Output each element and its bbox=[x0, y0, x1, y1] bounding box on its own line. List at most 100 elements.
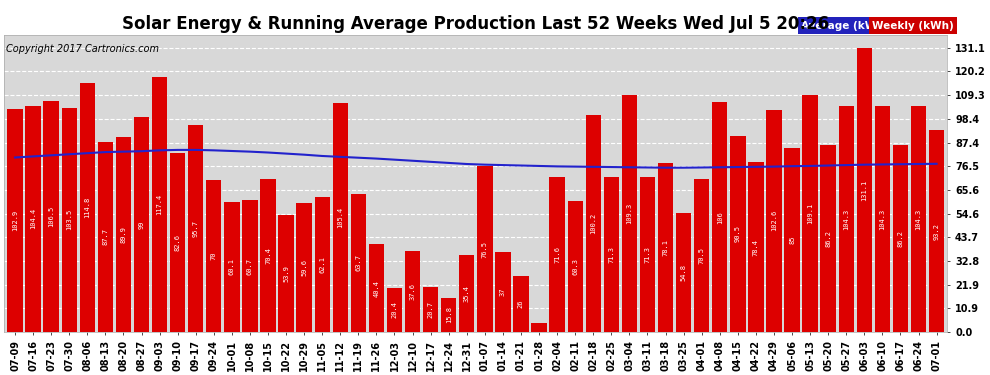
Bar bbox=[260, 179, 275, 332]
Text: 104.4: 104.4 bbox=[30, 208, 36, 230]
Bar bbox=[513, 276, 529, 332]
Text: Average (kWh): Average (kWh) bbox=[801, 21, 889, 30]
Bar bbox=[224, 202, 240, 332]
Text: Copyright 2017 Cartronics.com: Copyright 2017 Cartronics.com bbox=[6, 44, 159, 54]
Text: 109.1: 109.1 bbox=[807, 203, 813, 224]
Bar bbox=[549, 177, 565, 332]
Bar bbox=[784, 148, 800, 332]
Bar bbox=[495, 252, 511, 332]
Text: 76.5: 76.5 bbox=[482, 241, 488, 258]
Bar bbox=[459, 255, 474, 332]
Bar bbox=[731, 136, 745, 332]
Bar bbox=[604, 177, 619, 332]
Bar bbox=[441, 298, 456, 332]
Text: 106: 106 bbox=[717, 211, 723, 224]
Bar bbox=[856, 48, 872, 332]
Bar bbox=[911, 106, 927, 332]
Bar bbox=[893, 145, 908, 332]
Bar bbox=[350, 194, 366, 332]
Bar bbox=[640, 177, 655, 332]
Text: 63.7: 63.7 bbox=[355, 255, 361, 272]
Text: 104.3: 104.3 bbox=[916, 209, 922, 230]
Text: 20.4: 20.4 bbox=[391, 302, 398, 318]
Text: Weekly (kWh): Weekly (kWh) bbox=[872, 21, 953, 30]
Text: 71.6: 71.6 bbox=[554, 246, 560, 263]
Text: 60.1: 60.1 bbox=[229, 258, 235, 275]
Bar bbox=[839, 106, 854, 332]
Bar bbox=[423, 287, 439, 332]
Text: 70.4: 70.4 bbox=[265, 247, 271, 264]
Bar bbox=[206, 180, 222, 332]
Bar bbox=[477, 166, 492, 332]
Bar bbox=[567, 201, 583, 332]
Bar bbox=[151, 78, 167, 332]
Bar bbox=[676, 213, 691, 332]
Text: 103.5: 103.5 bbox=[66, 209, 72, 231]
Text: 70: 70 bbox=[211, 252, 217, 260]
Text: 86.2: 86.2 bbox=[826, 230, 832, 247]
Bar bbox=[875, 106, 890, 332]
Text: 71.3: 71.3 bbox=[644, 246, 650, 263]
Text: 102.9: 102.9 bbox=[12, 210, 18, 231]
Text: 37: 37 bbox=[500, 288, 506, 296]
Text: 15.8: 15.8 bbox=[446, 306, 451, 324]
Bar bbox=[712, 102, 728, 332]
Bar bbox=[821, 145, 836, 332]
Bar bbox=[170, 153, 185, 332]
Bar bbox=[98, 142, 113, 332]
Bar bbox=[405, 251, 420, 332]
Text: 104.3: 104.3 bbox=[843, 209, 849, 230]
Text: 85: 85 bbox=[789, 236, 795, 244]
Text: 78.1: 78.1 bbox=[662, 239, 668, 256]
Bar bbox=[803, 96, 818, 332]
Bar bbox=[368, 244, 384, 332]
Text: 37.6: 37.6 bbox=[410, 283, 416, 300]
Bar bbox=[134, 117, 149, 332]
Text: 70.5: 70.5 bbox=[699, 247, 705, 264]
Text: 62.1: 62.1 bbox=[319, 256, 325, 273]
Text: 131.1: 131.1 bbox=[861, 179, 867, 201]
Text: 78.4: 78.4 bbox=[753, 238, 759, 255]
Text: 59.6: 59.6 bbox=[301, 259, 307, 276]
Bar bbox=[44, 101, 58, 332]
Bar bbox=[622, 95, 638, 332]
Bar bbox=[387, 288, 402, 332]
Text: 106.5: 106.5 bbox=[49, 206, 54, 227]
Text: 40.4: 40.4 bbox=[373, 280, 379, 297]
Text: 53.9: 53.9 bbox=[283, 265, 289, 282]
Bar bbox=[694, 179, 710, 332]
Text: 93.2: 93.2 bbox=[934, 222, 940, 240]
Bar bbox=[658, 163, 673, 332]
Bar bbox=[7, 109, 23, 332]
Text: 71.3: 71.3 bbox=[608, 246, 615, 263]
Bar bbox=[748, 162, 763, 332]
Text: 82.6: 82.6 bbox=[174, 234, 180, 251]
Text: 89.9: 89.9 bbox=[121, 226, 127, 243]
Text: 105.4: 105.4 bbox=[338, 207, 344, 228]
Text: 104.3: 104.3 bbox=[879, 209, 885, 230]
Bar bbox=[61, 108, 77, 332]
Bar bbox=[188, 124, 203, 332]
Text: 20.7: 20.7 bbox=[428, 301, 434, 318]
Text: 90.5: 90.5 bbox=[735, 225, 741, 243]
Text: 60.3: 60.3 bbox=[572, 258, 578, 275]
Bar bbox=[79, 83, 95, 332]
Bar bbox=[929, 130, 944, 332]
Bar bbox=[296, 203, 312, 332]
Bar bbox=[333, 104, 347, 332]
Text: 95.7: 95.7 bbox=[193, 220, 199, 237]
Text: 100.2: 100.2 bbox=[590, 213, 596, 234]
Text: 60.7: 60.7 bbox=[247, 258, 252, 275]
Bar bbox=[766, 110, 782, 332]
Text: 117.4: 117.4 bbox=[156, 194, 162, 215]
Text: 109.3: 109.3 bbox=[627, 203, 633, 224]
Bar bbox=[243, 200, 257, 332]
Text: 35.4: 35.4 bbox=[463, 285, 470, 302]
Text: 54.8: 54.8 bbox=[680, 264, 687, 281]
Text: 99: 99 bbox=[139, 220, 145, 229]
Bar bbox=[585, 115, 601, 332]
Bar bbox=[532, 323, 546, 332]
Bar bbox=[315, 197, 330, 332]
Bar bbox=[116, 137, 131, 332]
Bar bbox=[278, 215, 294, 332]
